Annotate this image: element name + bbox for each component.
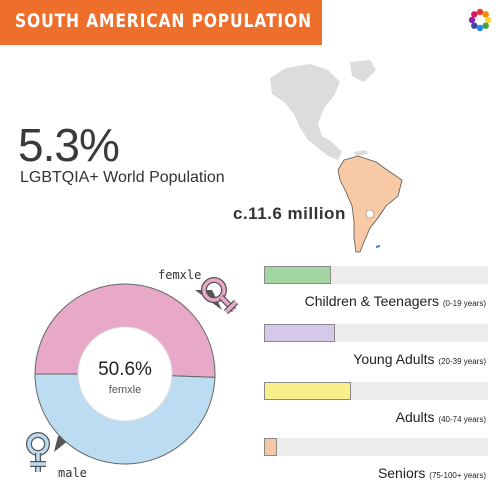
bar-label-text: Seniors: [377, 465, 430, 481]
bar-label: Seniors (75-100+ years): [378, 465, 486, 481]
bar-label-text: Children & Teenagers: [304, 293, 443, 309]
bar-label: Adults (40-74 years): [396, 409, 486, 425]
greenland-shape: [350, 60, 376, 82]
title-bar: SOUTH AMERICAN POPULATION: [0, 0, 322, 45]
caribbean-shape: [354, 150, 368, 156]
bar-track: [264, 438, 488, 456]
bar-label-range: (75-100+ years): [429, 471, 486, 480]
bar-young-adults: [264, 324, 336, 342]
north-america-shape: [270, 64, 342, 160]
world-population-label: LGBTQIA+ World Population: [20, 169, 225, 186]
bar-label-text: Young Adults: [353, 351, 439, 367]
logo-icon: [468, 8, 492, 32]
male-symbol-icon: [26, 432, 50, 472]
falklands-shape: [376, 245, 380, 248]
bar-label-range: (0-19 years): [442, 299, 486, 308]
bar-label: Children & Teenagers (0-19 years): [305, 293, 486, 309]
bar-track: [264, 382, 488, 400]
bar-track: [264, 266, 488, 284]
bar-label-range: (40-74 years): [438, 415, 486, 424]
page-title: SOUTH AMERICAN POPULATION: [15, 10, 312, 32]
donut-center-value: 50.6%: [98, 359, 152, 380]
world-population-percent: 5.3%: [18, 119, 120, 171]
bar-track: [264, 324, 488, 342]
bar-children-teenagers: [264, 266, 331, 284]
gender-donut-chart: [26, 277, 239, 472]
male-label: male: [58, 466, 87, 480]
femxle-symbol-icon: [201, 277, 239, 315]
location-marker-icon: [365, 209, 375, 219]
donut-center: [77, 326, 173, 422]
bar-seniors: [264, 438, 278, 456]
population-count: c.11.6 million: [233, 204, 346, 223]
south-america-shape: [337, 155, 403, 253]
bar-label-range: (20-39 years): [438, 357, 486, 366]
americas-map: [270, 60, 403, 253]
bar-label-text: Adults: [395, 409, 439, 425]
bar-label: Young Adults (20-39 years): [353, 351, 486, 367]
donut-center-label: femxle: [108, 384, 142, 396]
femxle-label: femxle: [158, 268, 202, 282]
bar-adults: [264, 382, 352, 400]
